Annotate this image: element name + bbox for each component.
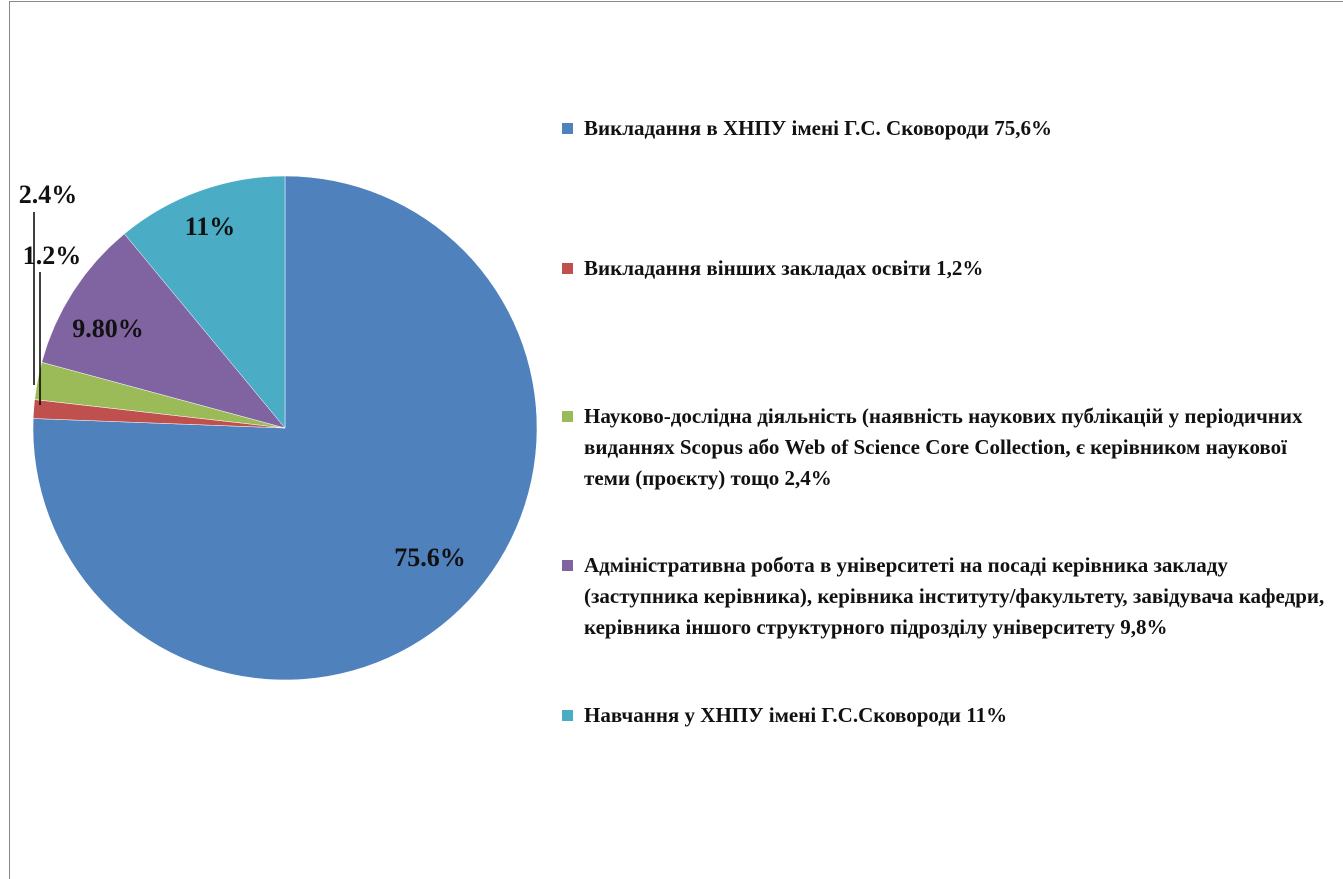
- legend-label: Навчання у ХНПУ імені Г.С.Сковороди 11%: [584, 703, 1008, 727]
- legend-item: Викладання в ХНПУ імені Г.С. Сковороди 7…: [562, 113, 1338, 144]
- data-label: 75.6%: [394, 543, 466, 572]
- legend-swatch: [562, 710, 573, 721]
- legend-swatch: [562, 123, 573, 134]
- legend-item: Адміністративна робота в університеті на…: [562, 550, 1338, 643]
- legend-label: Викладання вінших закладах освіти 1,2%: [584, 256, 984, 280]
- data-label: 11%: [185, 212, 236, 241]
- legend-swatch: [562, 560, 573, 571]
- data-label: 9.80%: [72, 314, 144, 343]
- legend-label: Викладання в ХНПУ імені Г.С. Сковороди 7…: [584, 116, 1053, 140]
- legend-label: Адміністративна робота в університеті на…: [584, 553, 1325, 639]
- legend-label: Науково-дослідна діяльність (наявність н…: [584, 404, 1303, 490]
- legend-swatch: [562, 263, 573, 274]
- data-label: 1.2%: [23, 241, 82, 270]
- legend-item: Науково-дослідна діяльність (наявність н…: [562, 401, 1338, 494]
- pie-slice: [41, 233, 286, 429]
- legend-swatch: [562, 411, 573, 422]
- chart-frame: [9, 1, 1343, 879]
- pie-slice: [124, 175, 286, 429]
- legend-item: Викладання вінших закладах освіти 1,2%: [562, 253, 1338, 284]
- legend-item: Навчання у ХНПУ імені Г.С.Сковороди 11%: [562, 700, 1338, 731]
- data-label: 2.4%: [19, 180, 78, 209]
